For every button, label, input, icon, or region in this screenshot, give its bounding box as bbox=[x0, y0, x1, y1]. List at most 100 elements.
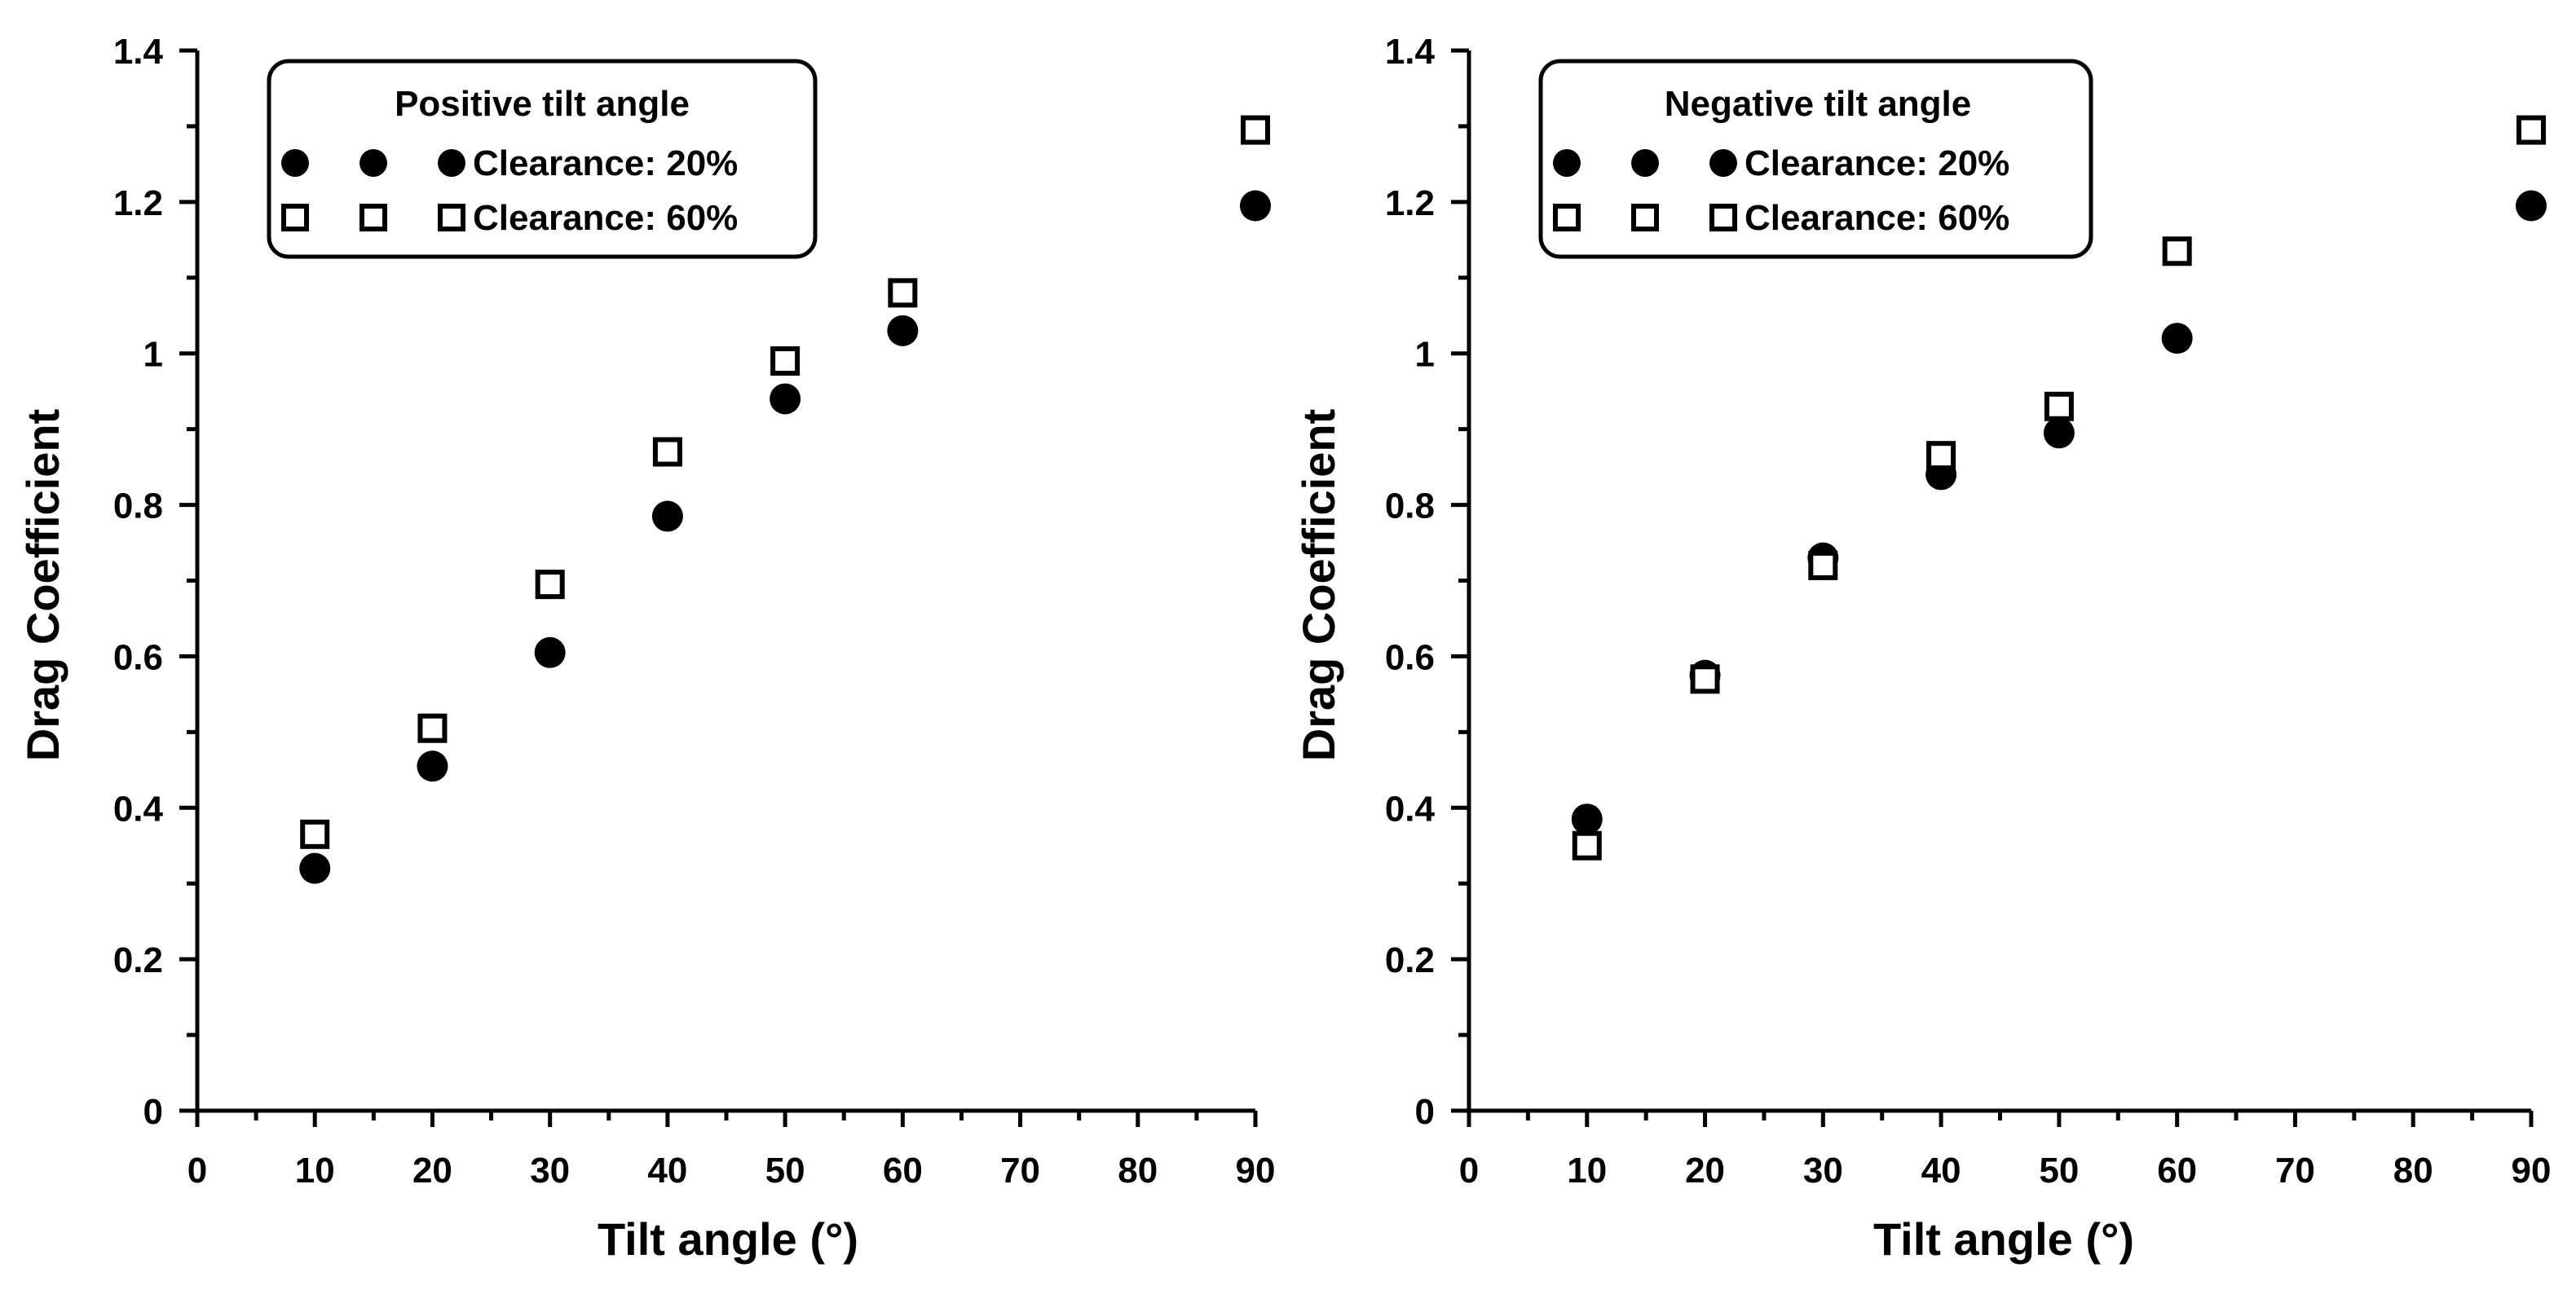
x-tick-label: 30 bbox=[530, 1151, 570, 1191]
x-tick-label: 90 bbox=[1236, 1151, 1276, 1191]
tick-labels: 0 10 20 30 40 50 60 70 80 90 0 0.2 0.4 0.6 0.8 1 1.2 1.4 bbox=[1385, 32, 2552, 1191]
tick-labels: 0 10 20 30 40 50 60 70 80 90 0 0.2 0.4 0.6 0.8 1 1.2 1.4 bbox=[113, 32, 1276, 1191]
x-tick-label: 80 bbox=[1118, 1151, 1158, 1191]
data-point-clearance-60 bbox=[300, 819, 330, 849]
legend-entry-label: Clearance: 20% bbox=[473, 143, 738, 183]
ticks bbox=[179, 48, 1258, 1127]
y-tick-label: 1.4 bbox=[1385, 32, 1436, 72]
y-tick-label: 0.2 bbox=[1385, 940, 1435, 980]
x-tick-label: 40 bbox=[647, 1151, 687, 1191]
legend-entry-clearance-60: Clearance: 60% bbox=[281, 198, 738, 238]
legend-title: Positive tilt angle bbox=[395, 84, 690, 124]
y-tick-label: 0.8 bbox=[113, 486, 163, 526]
x-tick-label: 50 bbox=[2039, 1151, 2079, 1191]
data-point-clearance-60 bbox=[770, 346, 801, 376]
data-point-clearance-60 bbox=[1808, 550, 1838, 580]
legend-entry-clearance-20: Clearance: 20% bbox=[281, 143, 738, 183]
data-point-clearance-60 bbox=[2516, 115, 2546, 145]
x-tick-label: 40 bbox=[1921, 1151, 1961, 1191]
x-tick-label: 90 bbox=[2512, 1151, 2552, 1191]
legend-box bbox=[267, 59, 818, 259]
y-tick-label: 0.4 bbox=[1385, 789, 1436, 829]
y-tick-label: 0 bbox=[1415, 1092, 1435, 1132]
data-point-clearance-20 bbox=[1240, 190, 1271, 222]
x-tick-label: 0 bbox=[187, 1151, 207, 1191]
legend-marker bbox=[281, 149, 309, 177]
data-point-clearance-60 bbox=[417, 713, 448, 743]
legend-marker bbox=[438, 204, 465, 231]
x-tick-label: 80 bbox=[2393, 1151, 2433, 1191]
y-axis-label: Drag Coefficient bbox=[1293, 409, 1344, 762]
data-point-clearance-20 bbox=[2161, 323, 2193, 354]
data-marks bbox=[299, 115, 1271, 884]
data-point-clearance-60 bbox=[1572, 830, 1602, 861]
data-point-clearance-60 bbox=[1241, 115, 1270, 145]
x-tick-label: 70 bbox=[2275, 1151, 2315, 1191]
data-point-clearance-60 bbox=[652, 437, 682, 467]
data-point-clearance-20 bbox=[417, 751, 448, 782]
data-marks bbox=[1571, 115, 2547, 861]
legend-marker bbox=[1631, 204, 1659, 231]
legend-marker bbox=[1709, 204, 1737, 231]
x-tick-label: 20 bbox=[1685, 1151, 1725, 1191]
legend: Negative tilt angle Clearance: 20% Clear… bbox=[1538, 59, 2093, 259]
data-point-clearance-60 bbox=[2162, 236, 2192, 266]
y-tick-label: 1.2 bbox=[1385, 183, 1435, 223]
y-tick-label: 0.6 bbox=[1385, 637, 1435, 677]
legend-marker bbox=[359, 204, 387, 231]
data-point-clearance-20 bbox=[770, 383, 801, 415]
legend: Positive tilt angle Clearance: 20% Clear… bbox=[267, 59, 818, 259]
x-tick-label: 50 bbox=[765, 1151, 805, 1191]
legend-marker bbox=[1553, 204, 1581, 231]
data-point-clearance-20 bbox=[534, 636, 566, 668]
y-tick-label: 0.2 bbox=[113, 940, 163, 980]
x-tick-label: 10 bbox=[1567, 1151, 1607, 1191]
x-tick-label: 70 bbox=[1000, 1151, 1040, 1191]
data-point-clearance-60 bbox=[2044, 391, 2074, 421]
y-tick-label: 0.8 bbox=[1385, 486, 1435, 526]
data-point-clearance-20 bbox=[651, 500, 683, 532]
y-tick-label: 0.6 bbox=[113, 637, 163, 677]
x-tick-label: 20 bbox=[412, 1151, 452, 1191]
y-tick-label: 0.4 bbox=[113, 789, 164, 829]
legend-marker bbox=[1553, 149, 1581, 177]
x-axis-label: Tilt angle (°) bbox=[598, 1213, 858, 1265]
legend-box bbox=[1538, 59, 2093, 259]
legend-entry-label: Clearance: 60% bbox=[1745, 198, 2009, 238]
legend-marker bbox=[359, 149, 387, 177]
legend-marker bbox=[438, 149, 465, 177]
data-point-clearance-20 bbox=[887, 315, 919, 346]
x-tick-label: 60 bbox=[2157, 1151, 2197, 1191]
legend-marker bbox=[1631, 149, 1659, 177]
x-tick-label: 0 bbox=[1459, 1151, 1479, 1191]
legend-marker bbox=[1709, 149, 1737, 177]
legend-entry-label: Clearance: 60% bbox=[473, 198, 738, 238]
data-point-clearance-20 bbox=[2043, 417, 2075, 449]
chart-panel-negative: 0 10 20 30 40 50 60 70 80 9000.20.40.60.811.21.4 … bbox=[1293, 32, 2551, 1265]
data-point-clearance-60 bbox=[888, 278, 918, 308]
legend-title: Negative tilt angle bbox=[1665, 84, 1972, 124]
legend-marker bbox=[281, 204, 309, 231]
legend-entry-clearance-20: Clearance: 20% bbox=[1553, 143, 2009, 183]
y-tick-label: 1 bbox=[1415, 335, 1435, 375]
x-tick-label: 60 bbox=[883, 1151, 923, 1191]
x-tick-label: 30 bbox=[1803, 1151, 1843, 1191]
y-tick-label: 0 bbox=[143, 1092, 163, 1132]
legend-entry-label: Clearance: 20% bbox=[1745, 143, 2009, 183]
data-point-clearance-20 bbox=[2516, 190, 2547, 222]
x-axis-label: Tilt angle (°) bbox=[1873, 1213, 2134, 1265]
y-tick-label: 1.4 bbox=[113, 32, 164, 72]
chart-panel-positive: 0 10 20 30 40 50 60 70 80 9000.20.40.60.811.21.4 … bbox=[17, 32, 1275, 1265]
data-point-clearance-60 bbox=[535, 570, 565, 600]
x-tick-label: 10 bbox=[295, 1151, 335, 1191]
data-point-clearance-20 bbox=[1571, 803, 1603, 835]
y-tick-label: 1.2 bbox=[113, 183, 163, 223]
y-tick-label: 1 bbox=[143, 335, 163, 375]
ticks bbox=[1451, 48, 2534, 1127]
y-axis-label: Drag Coefficient bbox=[17, 409, 68, 762]
data-point-clearance-20 bbox=[299, 852, 331, 884]
data-point-clearance-60 bbox=[1926, 441, 1956, 471]
data-point-clearance-60 bbox=[1690, 664, 1720, 694]
legend-entry-clearance-60: Clearance: 60% bbox=[1553, 198, 2009, 238]
